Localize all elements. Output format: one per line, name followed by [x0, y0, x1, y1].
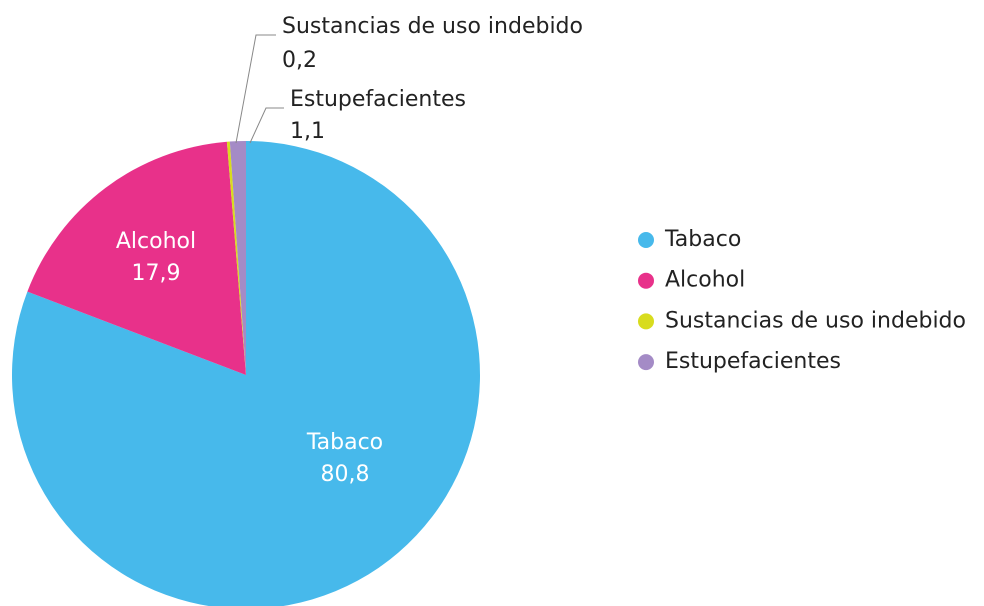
slice-label: Tabaco	[306, 430, 383, 455]
slice-value: 0,2	[282, 48, 317, 73]
legend-marker	[638, 232, 654, 248]
legend-label: Alcohol	[665, 268, 745, 293]
legend-marker	[638, 272, 654, 289]
slice-label: Sustancias de uso indebido	[282, 14, 583, 39]
pie-slice	[229, 141, 246, 375]
leader-line	[249, 107, 284, 144]
slice-value: 1,1	[290, 119, 325, 144]
pie-slice	[226, 141, 246, 375]
slice-label: Estupefacientes	[290, 87, 466, 112]
legend-label: Sustancias de uso indebido	[665, 308, 966, 333]
slice-value: 80,8	[321, 462, 370, 487]
legend-marker	[638, 313, 654, 330]
pie-slice	[12, 141, 480, 606]
legend-label: Tabaco	[664, 227, 741, 252]
slice-label: Alcohol	[116, 229, 196, 254]
slice-value: 17,9	[132, 261, 181, 286]
legend-label: Estupefacientes	[665, 349, 841, 374]
leader-line	[235, 34, 276, 144]
pie-slice	[27, 141, 246, 375]
legend-marker	[638, 354, 654, 371]
